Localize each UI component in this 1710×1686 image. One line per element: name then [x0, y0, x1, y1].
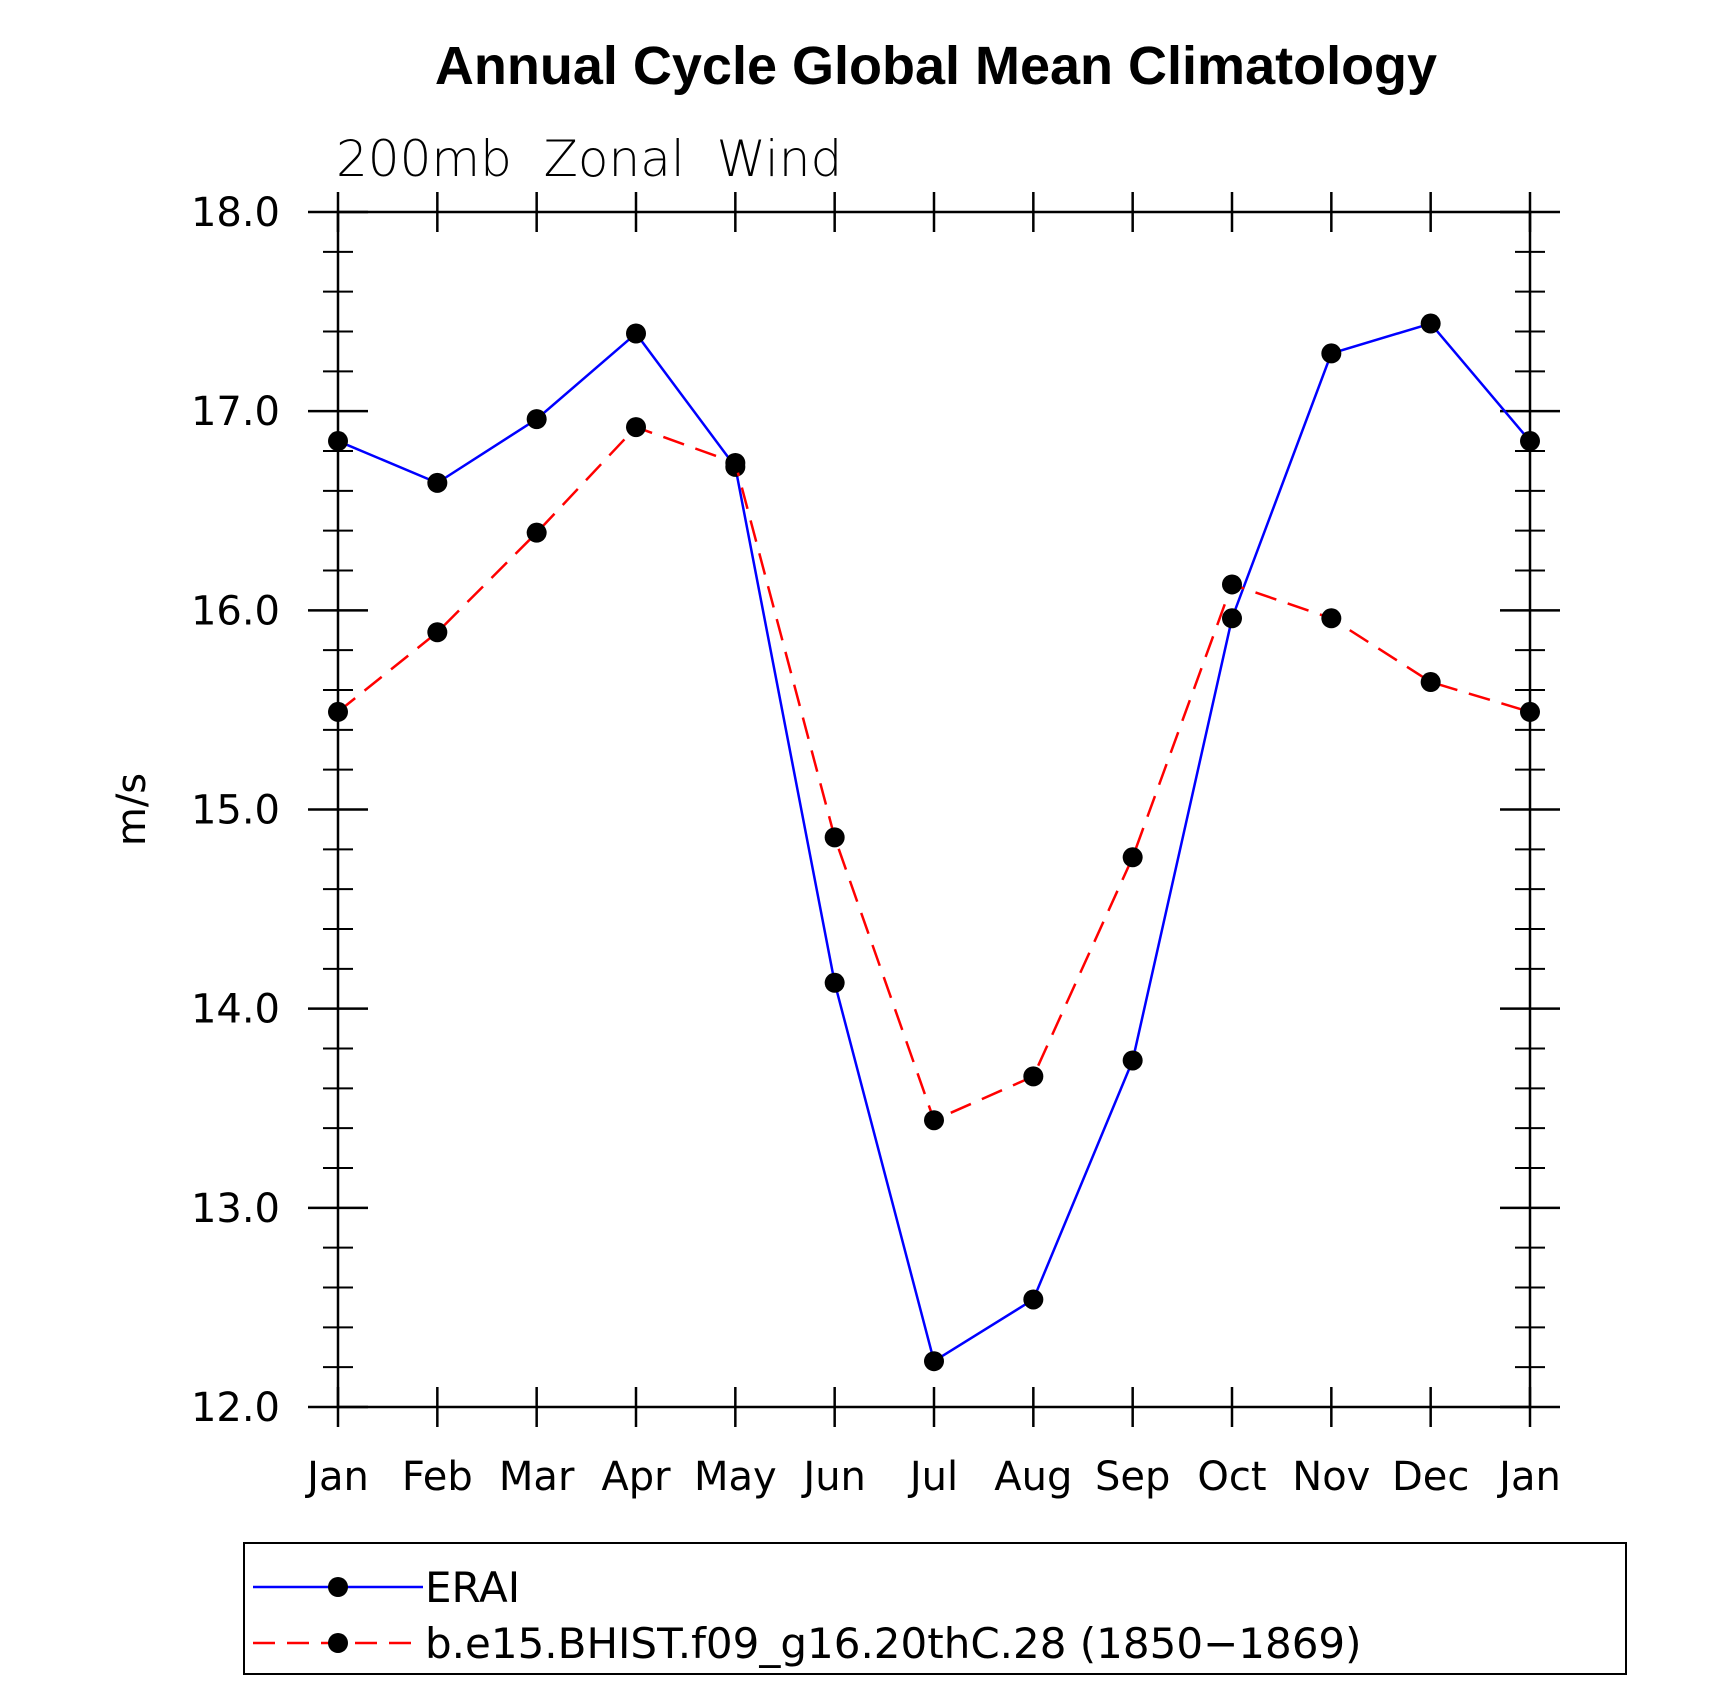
series-layer: [328, 313, 1540, 1372]
y-tick-label: 16.0: [191, 588, 280, 634]
data-point: [328, 701, 348, 722]
data-point: [1420, 672, 1441, 693]
series-2: [328, 417, 1540, 1131]
x-tick-label: Oct: [1197, 1454, 1266, 1500]
legend-marker: [328, 1577, 348, 1597]
series-1: [328, 313, 1540, 1372]
x-tick-label: May: [694, 1454, 777, 1500]
data-point: [1520, 701, 1540, 722]
legend: ERAI b.e15.BHIST.f09_g16.20thC.28 (1850−1…: [243, 1542, 1627, 1675]
data-point: [1420, 313, 1441, 334]
y-tick-label: 13.0: [191, 1186, 280, 1232]
legend-box: [243, 1542, 1627, 1675]
data-point: [725, 452, 746, 473]
data-point: [1222, 574, 1242, 595]
x-tick-label: Jan: [304, 1454, 369, 1500]
data-point: [1023, 1289, 1044, 1310]
data-point: [1321, 343, 1342, 364]
data-point: [328, 431, 348, 452]
data-point: [1023, 1066, 1044, 1087]
data-point: [1520, 431, 1540, 452]
x-tick-label: Apr: [601, 1454, 671, 1500]
x-tick-label: Jul: [907, 1454, 958, 1500]
data-point: [924, 1110, 944, 1131]
x-tick-label: Feb: [402, 1454, 473, 1500]
y-tick-label: 17.0: [191, 389, 280, 435]
data-point: [1321, 608, 1342, 629]
series-line: [337, 322, 1531, 1364]
x-tick-label: Jun: [800, 1454, 866, 1500]
x-tick-label: Nov: [1292, 1454, 1370, 1500]
y-tick-label: 14.0: [191, 987, 280, 1033]
y-tick-label: 18.0: [191, 190, 280, 236]
data-point: [427, 472, 448, 493]
chart-subtitle: 200mb Zonal Wind: [336, 130, 842, 188]
axes: Jan Feb Mar Apr May Jun Jul Aug Sep Oct Nov Dec Jan 1…: [191, 190, 1561, 1500]
x-tick-label: Aug: [994, 1454, 1072, 1500]
data-point: [924, 1351, 944, 1372]
plot-frame: [336, 210, 1532, 1409]
data-point: [1122, 1050, 1143, 1071]
data-point: [824, 827, 845, 848]
legend-marker: [328, 1633, 348, 1653]
x-tick-label: Mar: [499, 1454, 575, 1500]
y-tick-label: 12.0: [191, 1385, 280, 1431]
data-point: [526, 522, 547, 543]
data-point: [626, 417, 646, 438]
y-axis-label: m/s: [109, 773, 155, 846]
x-tick-label: Dec: [1392, 1454, 1469, 1500]
data-point: [626, 323, 646, 344]
chart-title: Annual Cycle Global Mean Climatology: [435, 36, 1437, 96]
y-tick-label: 15.0: [191, 788, 280, 834]
data-point: [427, 622, 448, 643]
data-point: [526, 409, 547, 430]
legend-label: ERAI: [425, 1563, 520, 1612]
series-line: [337, 425, 1531, 1122]
data-point: [1122, 847, 1143, 868]
data-point: [824, 972, 845, 993]
x-tick-label: Sep: [1095, 1454, 1170, 1500]
x-tick-label: Jan: [1496, 1454, 1561, 1500]
legend-label: b.e15.BHIST.f09_g16.20thC.28 (1850−1869): [425, 1619, 1362, 1668]
data-point: [1222, 608, 1242, 629]
